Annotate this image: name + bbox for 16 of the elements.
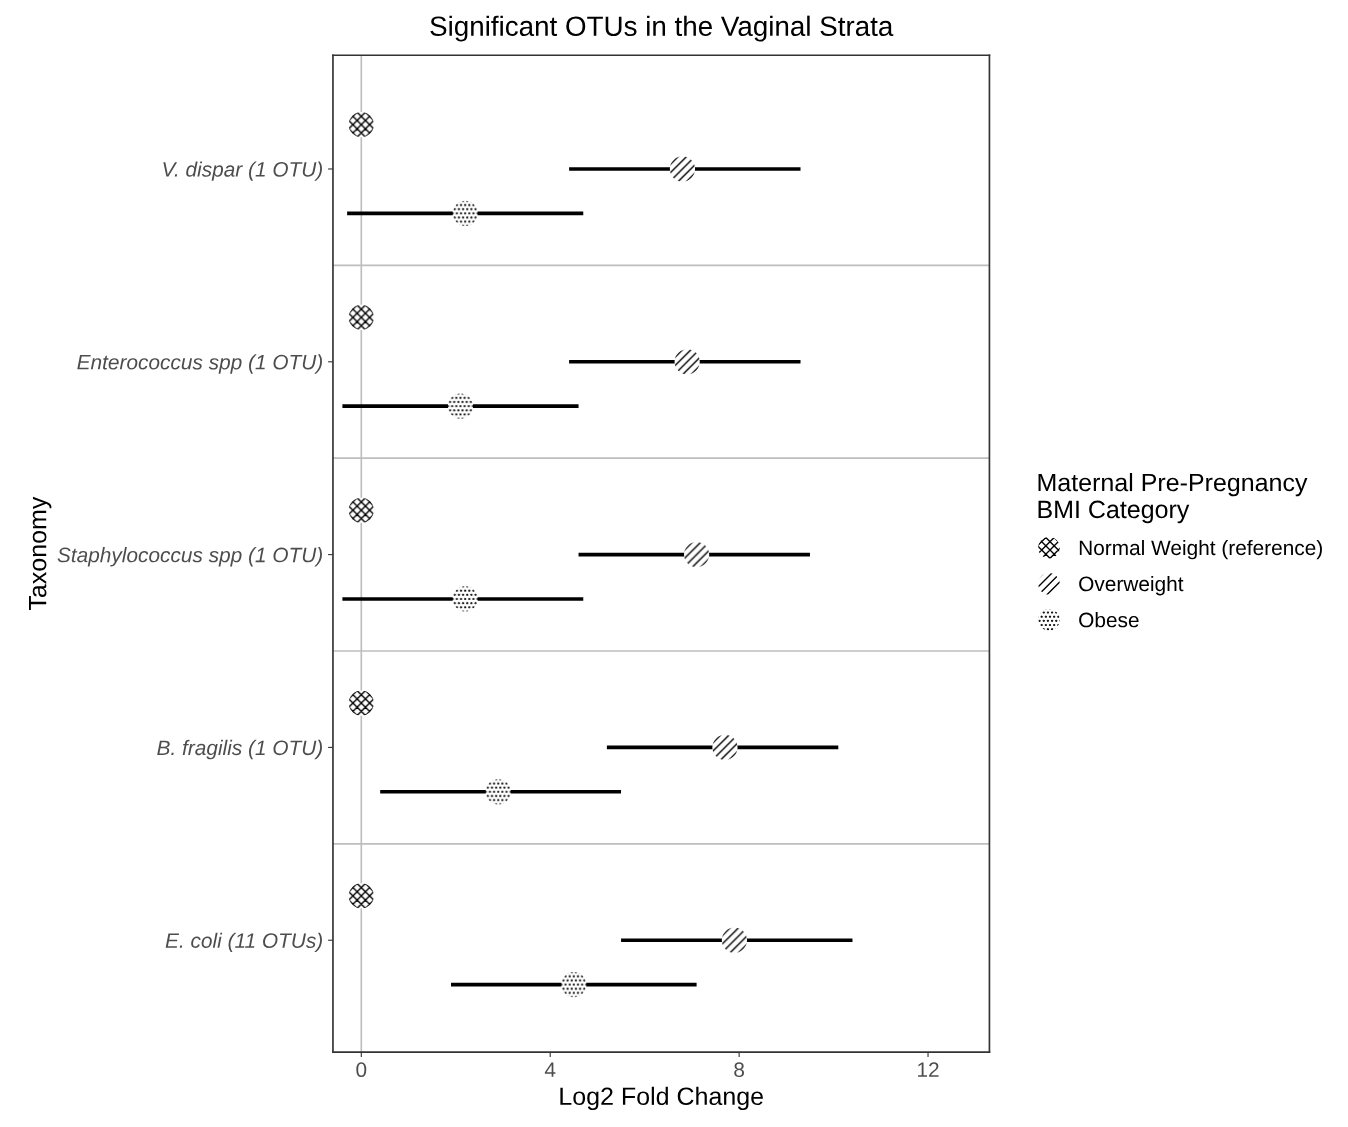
x-axis-title: Log2 Fold Change bbox=[560, 1086, 763, 1111]
x-tick-label: 8 bbox=[734, 1062, 745, 1078]
legend-label: Overweight bbox=[1079, 575, 1184, 596]
y-tick-label: Staphylococcus spp (1 OTU) bbox=[57, 547, 323, 567]
legend-title: Maternal Pre-Pregnancy BMI Category bbox=[1038, 472, 1308, 524]
y-tick-label: E. coli (11 OTUs) bbox=[165, 932, 322, 953]
legend-label: Obese bbox=[1079, 612, 1139, 628]
y-tick-label: Enterococcus spp (1 OTU) bbox=[77, 354, 323, 374]
x-tick-label: 4 bbox=[544, 1062, 556, 1077]
y-tick-label: V. dispar (1 OTU) bbox=[163, 161, 322, 181]
y-axis-title: Taxonomy bbox=[29, 496, 52, 611]
x-tick-label: 12 bbox=[918, 1062, 939, 1077]
chart-title: Significant OTUs in the Vaginal Strata bbox=[430, 15, 894, 42]
legend-label: Normal Weight (reference) bbox=[1079, 539, 1322, 560]
y-tick-label: B. fragilis (1 OTU) bbox=[157, 739, 322, 760]
x-tick-label: 0 bbox=[356, 1062, 367, 1078]
